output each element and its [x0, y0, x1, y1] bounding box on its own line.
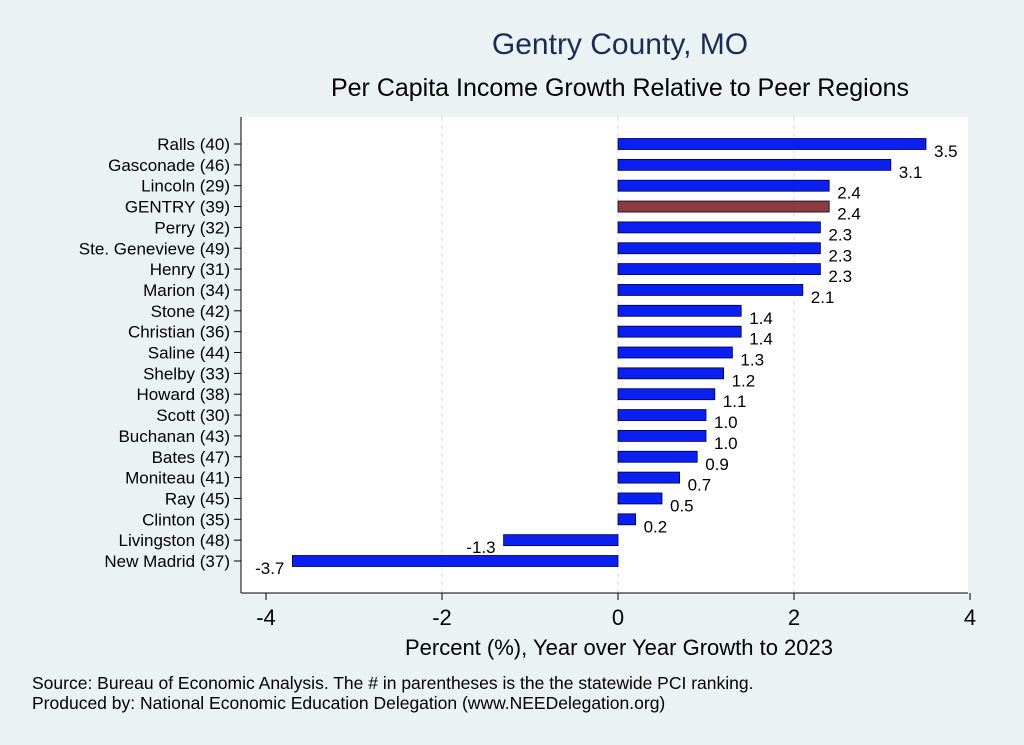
x-ticks: -4 -2 0 2 4: [256, 593, 976, 630]
bar: [617, 200, 830, 213]
bar: [617, 513, 637, 526]
data-label: 1.0: [714, 434, 738, 453]
produced-by-note: Produced by: National Economic Education…: [32, 693, 666, 713]
data-label: 0.9: [705, 455, 729, 474]
bar: [617, 325, 742, 338]
y-tick-label: Clinton (35): [142, 510, 230, 529]
data-label: 2.3: [828, 267, 852, 286]
bar: [617, 367, 724, 380]
bar: [617, 179, 830, 192]
y-tick-label: Marion (34): [143, 281, 230, 300]
bar: [617, 409, 707, 421]
bar: [617, 158, 892, 171]
bar: [617, 221, 821, 234]
y-labels: Ralls (40) Gasconade (46) Lincoln (29) GENT…: [79, 135, 241, 571]
data-label: 3.1: [899, 163, 923, 182]
y-tick-label: Shelby (33): [143, 364, 230, 383]
bar: [503, 534, 619, 547]
bar: [617, 450, 698, 463]
bars: [291, 138, 927, 567]
bar: [617, 492, 663, 505]
y-tick-label: Ralls (40): [157, 135, 230, 154]
data-label: 1.1: [723, 392, 747, 411]
data-label: 2.4: [837, 205, 861, 224]
y-tick-label: Christian (36): [128, 323, 230, 342]
y-tick-label: Ray (45): [165, 489, 230, 508]
y-tick-label: Livingston (48): [118, 531, 230, 550]
y-tick-label: Ste. Genevieve (49): [79, 239, 230, 258]
bar: [617, 346, 733, 359]
bar: [617, 138, 927, 150]
y-tick-label: New Madrid (37): [104, 552, 230, 571]
x-tick-label: 4: [964, 605, 976, 630]
y-tick-label: Perry (32): [154, 218, 230, 237]
bar: [617, 304, 742, 317]
data-label: 2.3: [828, 225, 852, 244]
chart-subtitle: Per Capita Income Growth Relative to Pee…: [330, 74, 910, 102]
data-label: 0.2: [644, 517, 668, 536]
data-label: -1.3: [466, 538, 495, 557]
bar: [617, 388, 716, 401]
data-label: 0.5: [670, 496, 694, 515]
data-label: 1.2: [732, 371, 756, 390]
x-tick-label: -4: [256, 605, 276, 630]
data-label: 1.0: [714, 413, 738, 432]
data-label: 3.5: [934, 142, 958, 161]
y-tick-label: Gasconade (46): [108, 156, 230, 175]
data-label: 1.4: [749, 330, 773, 349]
y-tick-label: Buchanan (43): [118, 427, 230, 446]
plot-area: [241, 117, 968, 593]
data-label: 0.7: [688, 476, 712, 495]
x-tick-label: -2: [432, 605, 452, 630]
y-tick-label: Saline (44): [148, 344, 230, 363]
source-note: Source: Bureau of Economic Analysis. The…: [32, 673, 754, 693]
x-tick-label: 0: [612, 605, 624, 630]
x-axis-label: Percent (%), Year over Year Growth to 20…: [405, 635, 833, 660]
x-tick-label: 2: [788, 605, 800, 630]
data-label: 2.1: [811, 288, 835, 307]
bar: [617, 263, 821, 276]
bar: [617, 471, 680, 484]
bar: [617, 429, 707, 442]
y-tick-label: Bates (47): [152, 448, 230, 467]
y-tick-label: GENTRY (39): [125, 198, 230, 217]
y-tick-label: Scott (30): [156, 406, 230, 425]
y-tick-label: Lincoln (29): [141, 177, 230, 196]
data-label: 2.3: [828, 246, 852, 265]
chart-title: Gentry County, MO: [491, 28, 749, 61]
bar: [617, 242, 821, 255]
data-label: 1.4: [749, 309, 773, 328]
data-label: -3.7: [255, 559, 284, 578]
bar: [617, 284, 804, 296]
y-tick-label: Stone (42): [151, 302, 230, 321]
value-labels: 3.53.12.42.42.32.32.32.11.41.41.31.21.11…: [255, 142, 958, 578]
data-label: 2.4: [837, 184, 861, 203]
y-tick-label: Henry (31): [150, 260, 230, 279]
y-tick-label: Howard (38): [136, 385, 230, 404]
y-tick-label: Moniteau (41): [125, 469, 230, 488]
bar: [291, 555, 619, 567]
data-label: 1.3: [740, 351, 764, 370]
